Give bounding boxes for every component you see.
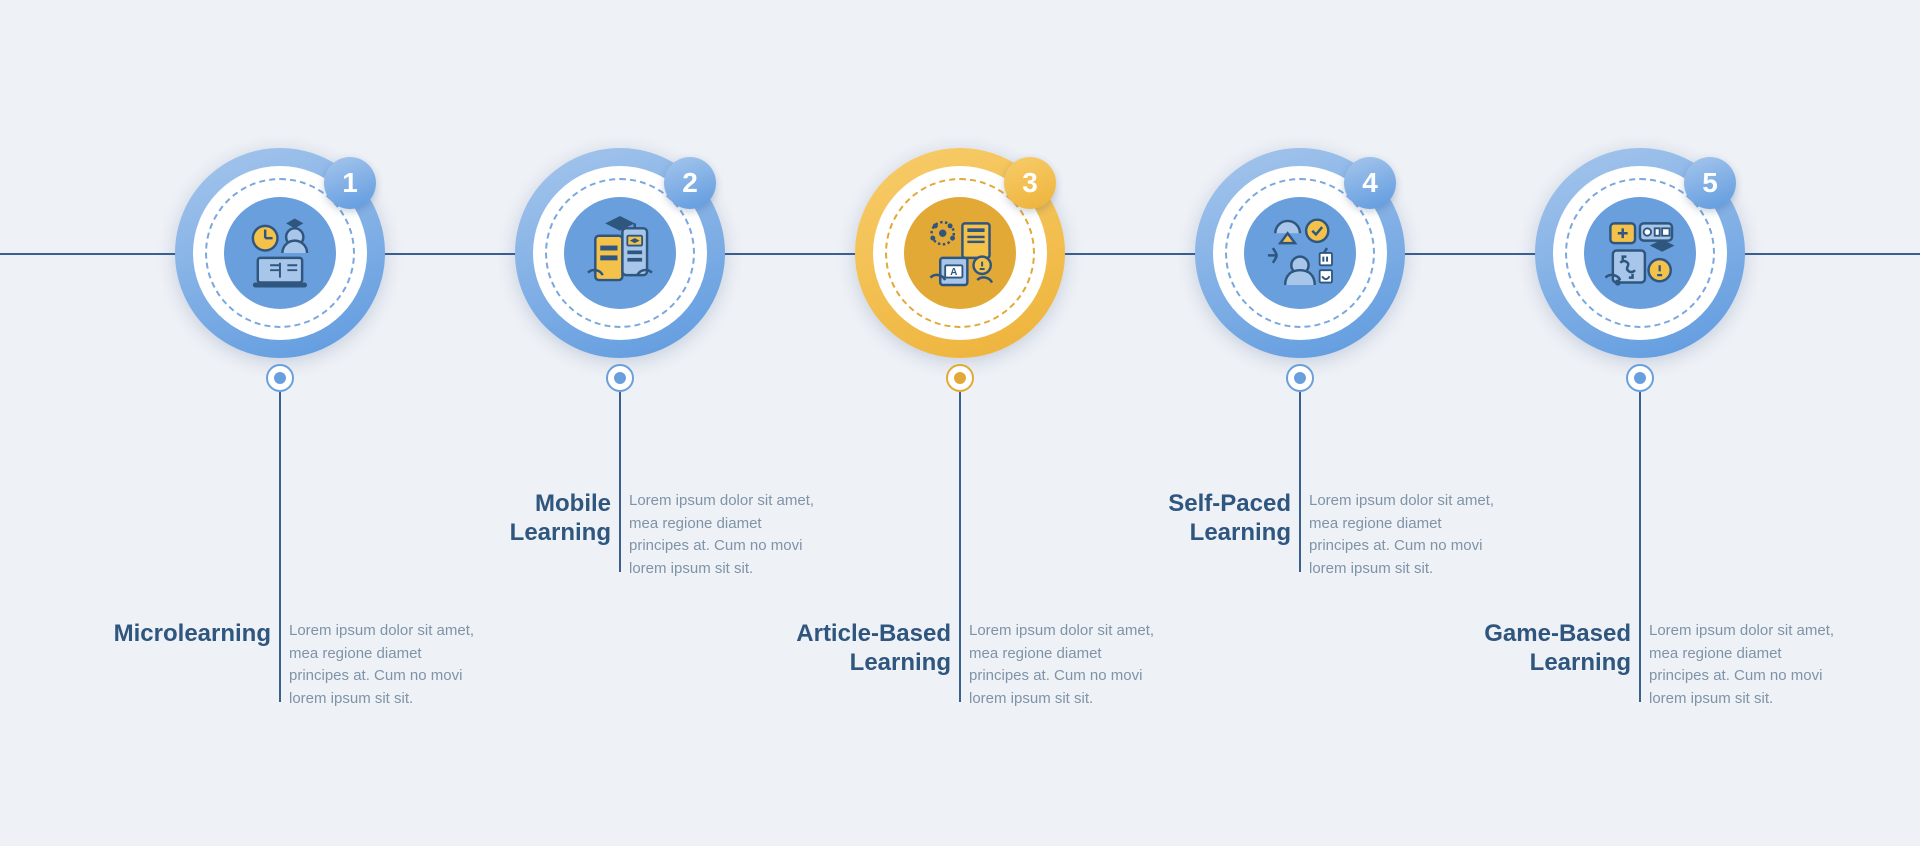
- step-number: 2: [682, 167, 698, 199]
- step-body: Lorem ipsum dolor sit amet, mea regione …: [969, 620, 1159, 710]
- step-inner-circle: [1244, 197, 1356, 309]
- step-5: 5: [1535, 148, 1745, 702]
- step-inner-circle: [224, 197, 336, 309]
- step-ring: 5: [1535, 148, 1745, 358]
- step-3: 3: [855, 148, 1065, 702]
- step-text: Microlearning Lorem ipsum dolor sit amet,…: [111, 620, 479, 710]
- connector-node: [606, 364, 634, 392]
- step-1: 1: [175, 148, 385, 702]
- connector-node: [1626, 364, 1654, 392]
- article-icon: [923, 216, 997, 290]
- step-number-badge: 5: [1684, 157, 1736, 209]
- step-title: Microlearning: [111, 620, 271, 649]
- step-ring: 1: [175, 148, 385, 358]
- step-number: 1: [342, 167, 358, 199]
- step-number: 3: [1022, 167, 1038, 199]
- step-number-badge: 1: [324, 157, 376, 209]
- step-title: Mobile Learning: [451, 490, 611, 548]
- step-text: Article-Based Learning Lorem ipsum dolor …: [791, 620, 1159, 710]
- infographic-canvas: 1 2 3 4 5 Microlearning Lorem ipsum dolor sit…: [0, 0, 1920, 846]
- microlearning-icon: [243, 216, 317, 290]
- connector-node: [266, 364, 294, 392]
- step-body: Lorem ipsum dolor sit amet, mea regione …: [1309, 490, 1499, 580]
- step-text: Game-Based Learning Lorem ipsum dolor sit…: [1471, 620, 1839, 710]
- step-number-badge: 2: [664, 157, 716, 209]
- step-body: Lorem ipsum dolor sit amet, mea regione …: [1649, 620, 1839, 710]
- step-body: Lorem ipsum dolor sit amet, mea regione …: [629, 490, 819, 580]
- step-body: Lorem ipsum dolor sit amet, mea regione …: [289, 620, 479, 710]
- step-inner-circle: [564, 197, 676, 309]
- step-text: Mobile Learning Lorem ipsum dolor sit ame…: [451, 490, 819, 580]
- step-number-badge: 4: [1344, 157, 1396, 209]
- step-ring: 4: [1195, 148, 1405, 358]
- step-title: Article-Based Learning: [791, 620, 951, 678]
- step-title: Game-Based Learning: [1471, 620, 1631, 678]
- mobile-icon: [583, 216, 657, 290]
- game-icon: [1603, 216, 1677, 290]
- step-ring: 2: [515, 148, 725, 358]
- step-inner-circle: [1584, 197, 1696, 309]
- step-title: Self-Paced Learning: [1131, 490, 1291, 548]
- step-number: 5: [1702, 167, 1718, 199]
- step-number-badge: 3: [1004, 157, 1056, 209]
- selfpaced-icon: [1263, 216, 1337, 290]
- step-text: Self-Paced Learning Lorem ipsum dolor sit…: [1131, 490, 1499, 580]
- step-inner-circle: [904, 197, 1016, 309]
- connector-node: [946, 364, 974, 392]
- step-number: 4: [1362, 167, 1378, 199]
- step-ring: 3: [855, 148, 1065, 358]
- connector-node: [1286, 364, 1314, 392]
